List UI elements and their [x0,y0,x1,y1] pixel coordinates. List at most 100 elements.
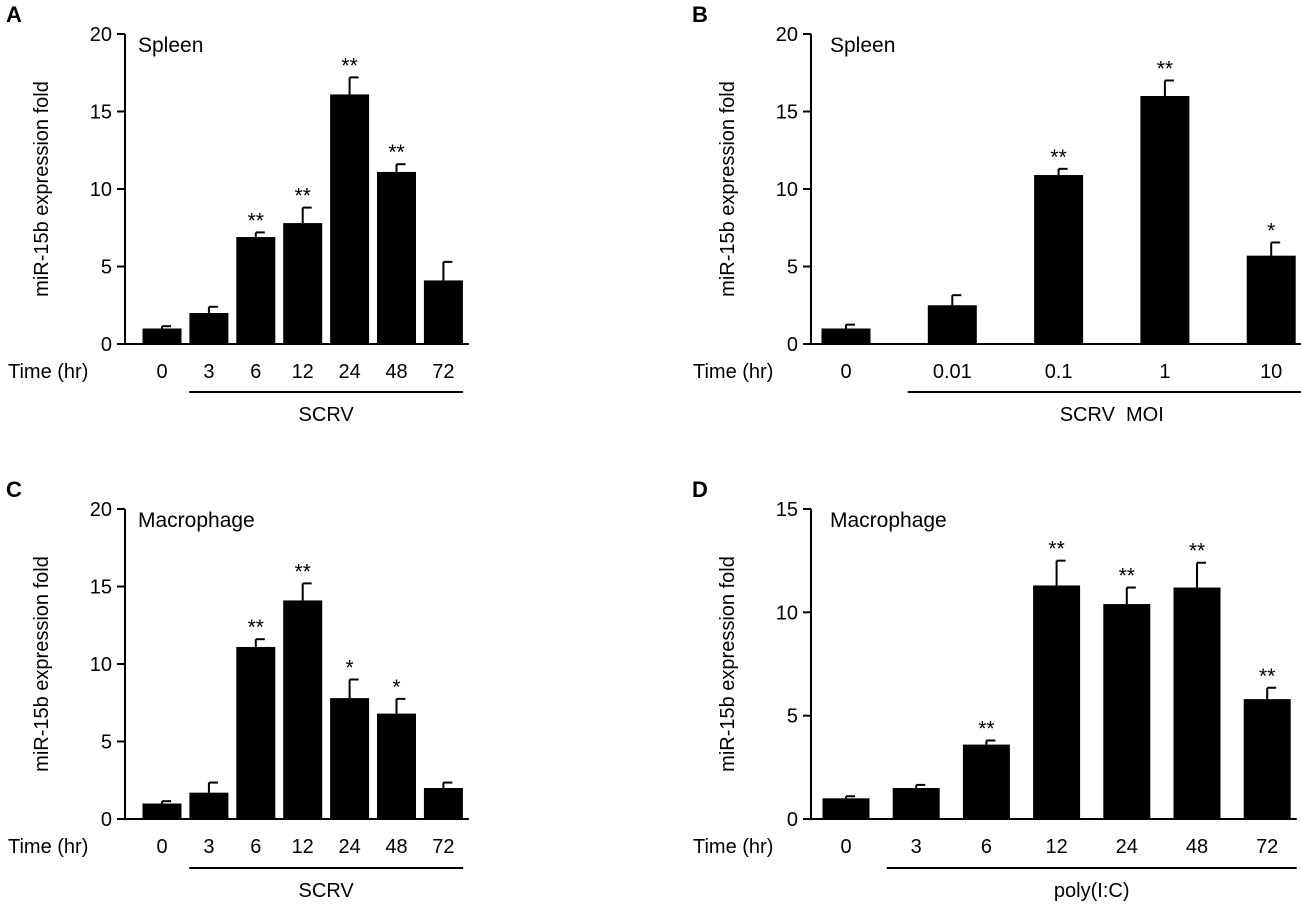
x-axis-label-d: Time (hr) [693,836,773,858]
y-tick-label-a-20: 20 [90,24,112,46]
chart-title-c: Macrophage [138,509,255,532]
y-tick-label-c-15: 15 [90,577,112,599]
x-tick-label-c-72: 72 [432,836,454,858]
x-tick-label-a-0: 0 [156,361,167,383]
y-axis-label-d: miR-15b expression fold [717,556,739,772]
significance-a-24: ** [341,54,357,77]
bar-c-12 [283,600,323,819]
y-tick-label-a-10: 10 [90,179,112,201]
x-tick-label-a-12: 12 [292,361,314,383]
y-tick-label-a-0: 0 [101,334,112,356]
x-tick-label-c-6: 6 [250,836,261,858]
y-tick-label-d-15: 15 [776,499,798,521]
bar-a-72 [423,280,463,344]
y-tick-label-d-0: 0 [787,809,798,831]
bar-a-6 [236,237,276,344]
x-tick-label-a-48: 48 [385,361,407,383]
bar-a-48 [377,171,416,344]
x-tick-label-b-0.01: 0.01 [933,361,972,383]
group-label-c: SCRV [299,880,355,902]
bar-c-72 [423,788,463,819]
significance-d-48: ** [1189,540,1205,563]
group-label-b: SCRV MOI [1060,404,1164,426]
y-tick-label-c-20: 20 [90,499,112,521]
significance-a-48: ** [388,141,404,164]
x-axis-label-c: Time (hr) [8,836,88,858]
chart-title-d: Macrophage [830,509,947,532]
y-tick-label-b-10: 10 [776,179,798,201]
x-tick-label-c-12: 12 [292,836,314,858]
chart-title-b: Spleen [830,34,895,57]
bar-a-0 [142,328,182,344]
x-tick-label-c-0: 0 [156,836,167,858]
bar-b-0.1 [1034,175,1084,344]
panel-d: D Macrophage 0 5 10 15 miR-15b expression fol… [692,477,1297,902]
x-tick-label-c-48: 48 [385,836,407,858]
panel-c: C Macrophage 0 5 10 15 20 miR-15b expression f… [6,477,469,902]
y-tick-label-c-5: 5 [101,732,112,754]
bar-d-6 [962,744,1010,819]
y-tick-label-b-5: 5 [787,257,798,279]
significance-b-10: * [1267,219,1275,242]
y-axis-label-a: miR-15b expression fold [31,81,53,297]
x-tick-label-d-72: 72 [1256,836,1278,858]
panel-letter-d: D [692,477,708,502]
bar-a-12 [283,223,323,344]
x-tick-label-a-3: 3 [203,361,214,383]
x-tick-label-d-48: 48 [1186,836,1208,858]
significance-c-6: ** [248,616,264,639]
x-tick-label-a-6: 6 [250,361,261,383]
bar-c-24 [330,698,370,819]
x-axis-label-b: Time (hr) [693,361,773,383]
panel-letter-b: B [692,2,708,27]
significance-c-48: * [392,676,400,699]
x-tick-label-c-3: 3 [203,836,214,858]
y-axis-label-b: miR-15b expression fold [717,81,739,297]
panel-b: B Spleen 0 5 10 15 20 miR-15b expression fold 0… [692,2,1301,426]
x-tick-label-d-12: 12 [1045,836,1067,858]
x-tick-label-d-0: 0 [840,836,851,858]
y-tick-label-b-15: 15 [776,102,798,124]
group-label-d: poly(I:C) [1054,880,1130,902]
x-tick-label-d-24: 24 [1116,836,1138,858]
bar-c-48 [377,713,416,819]
x-axis-label-a: Time (hr) [8,361,88,383]
y-tick-label-c-0: 0 [101,809,112,831]
x-tick-label-d-3: 3 [911,836,922,858]
y-tick-label-b-20: 20 [776,24,798,46]
significance-d-24: ** [1119,565,1135,588]
bar-c-6 [236,646,276,819]
significance-b-0.1: ** [1050,146,1066,169]
bar-b-0.01 [927,305,977,344]
chart-title-a: Spleen [138,34,203,57]
x-tick-label-b-0: 0 [840,361,851,383]
group-label-a: SCRV [299,404,355,426]
significance-d-72: ** [1259,665,1275,688]
bar-d-3 [892,788,940,819]
y-tick-label-d-10: 10 [776,602,798,624]
bar-d-0 [822,798,870,819]
y-tick-label-c-10: 10 [90,654,112,676]
x-tick-label-b-1: 1 [1159,361,1170,383]
significance-d-12: ** [1048,538,1064,561]
y-tick-label-d-5: 5 [787,706,798,728]
panel-a: A Spleen 0 5 10 15 20 miR-15b expression fold 0… [6,2,469,426]
significance-a-6: ** [248,209,264,232]
bar-a-24 [330,94,370,344]
bar-b-1 [1140,96,1190,344]
significance-c-24: * [346,657,354,680]
bar-a-3 [189,313,229,344]
x-tick-label-a-72: 72 [432,361,454,383]
x-tick-label-b-10: 10 [1260,361,1282,383]
panel-letter-a: A [6,2,22,27]
y-tick-label-a-5: 5 [101,257,112,279]
x-tick-label-b-0.1: 0.1 [1045,361,1073,383]
x-tick-label-a-24: 24 [338,361,360,383]
bar-d-72 [1243,699,1291,819]
x-tick-label-d-6: 6 [981,836,992,858]
y-tick-label-a-15: 15 [90,102,112,124]
y-axis-label-c: miR-15b expression fold [31,556,53,772]
significance-c-12: ** [295,560,311,583]
significance-b-1: ** [1157,58,1173,81]
